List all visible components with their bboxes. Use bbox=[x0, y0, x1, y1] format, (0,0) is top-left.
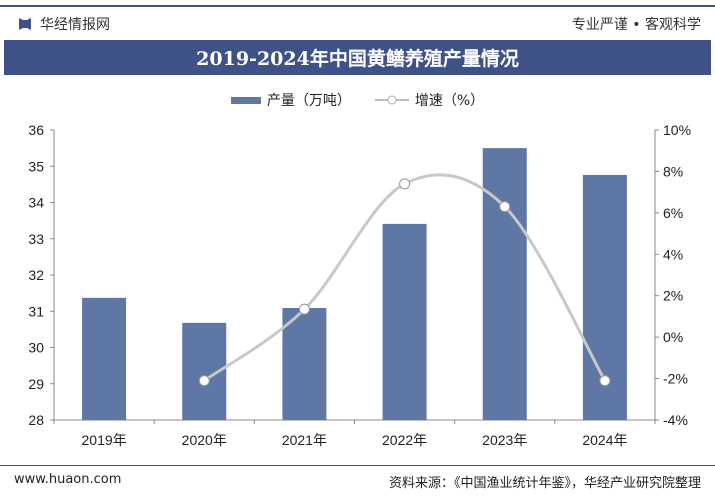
left-tick-label: 33 bbox=[28, 231, 44, 247]
x-tick-label: 2023年 bbox=[482, 432, 527, 448]
website[interactable]: www.huaon.com bbox=[14, 472, 122, 487]
growth-point-2021年 bbox=[298, 303, 310, 315]
right-tick-label: -4% bbox=[663, 412, 688, 428]
growth-point-2020年 bbox=[198, 375, 210, 387]
growth-point-2023年 bbox=[499, 201, 511, 213]
right-tick-label: 6% bbox=[663, 205, 683, 221]
footer-divider bbox=[0, 465, 715, 466]
slogan: 专业严谨 • 客观科学 bbox=[571, 17, 701, 33]
x-tick-label: 2022年 bbox=[382, 432, 427, 448]
x-tick-label: 2021年 bbox=[282, 432, 327, 448]
x-tick-label: 2019年 bbox=[82, 432, 127, 448]
legend-label-growth: 增速（%） bbox=[414, 93, 485, 109]
left-tick-label: 28 bbox=[28, 412, 44, 428]
x-tick-label: 2020年 bbox=[182, 432, 227, 448]
brand-logo-icon bbox=[19, 18, 31, 30]
brand: 华经情报网 bbox=[18, 14, 110, 34]
left-tick-label: 36 bbox=[28, 122, 44, 138]
bar-2022年 bbox=[382, 223, 427, 420]
right-tick-label: 2% bbox=[663, 288, 683, 304]
left-tick-label: 35 bbox=[28, 158, 44, 174]
left-tick-label: 29 bbox=[28, 376, 44, 392]
left-tick-label: 31 bbox=[28, 303, 44, 319]
left-tick-label: 32 bbox=[28, 267, 44, 283]
x-tick-label: 2024年 bbox=[582, 432, 627, 448]
source-note: 资料来源：《中国渔业统计年鉴》，华经产业研究院整理 bbox=[388, 476, 701, 491]
footer: www.huaon.com 资料来源：《中国渔业统计年鉴》，华经产业研究院整理 bbox=[0, 463, 715, 500]
legend-label-production: 产量（万吨） bbox=[266, 93, 351, 109]
chart-title: 2019-2024年中国黄鳝养殖产量情况 bbox=[4, 40, 711, 75]
legend-item-growth: 增速（%） bbox=[374, 90, 485, 110]
top-divider bbox=[0, 5, 715, 7]
right-tick-label: 8% bbox=[663, 163, 683, 179]
chart-plot: 28 29 30 31 32 33 34 35 36 -4% -2% 0% 2% 4% 6% 8% 10% 201… bbox=[28, 122, 691, 448]
bar-2019年 bbox=[82, 297, 127, 420]
bar-2021年 bbox=[282, 307, 327, 420]
bar-2023年 bbox=[482, 148, 527, 420]
growth-point-2022年 bbox=[399, 178, 411, 190]
brand-name: 华经情报网 bbox=[40, 17, 110, 33]
left-tick-label: 30 bbox=[28, 340, 44, 356]
right-tick-label: 0% bbox=[663, 329, 683, 345]
bar-swatch-icon bbox=[230, 96, 261, 104]
line-marker-swatch-icon bbox=[374, 95, 409, 105]
legend-item-production: 产量（万吨） bbox=[230, 90, 351, 110]
right-tick-label: 4% bbox=[663, 246, 683, 262]
legend: 产量（万吨） 增速（%） bbox=[0, 90, 715, 110]
growth-point-2024年 bbox=[599, 375, 611, 387]
right-tick-label: 10% bbox=[663, 122, 691, 138]
left-tick-label: 34 bbox=[28, 195, 44, 211]
right-tick-label: -2% bbox=[663, 371, 688, 387]
